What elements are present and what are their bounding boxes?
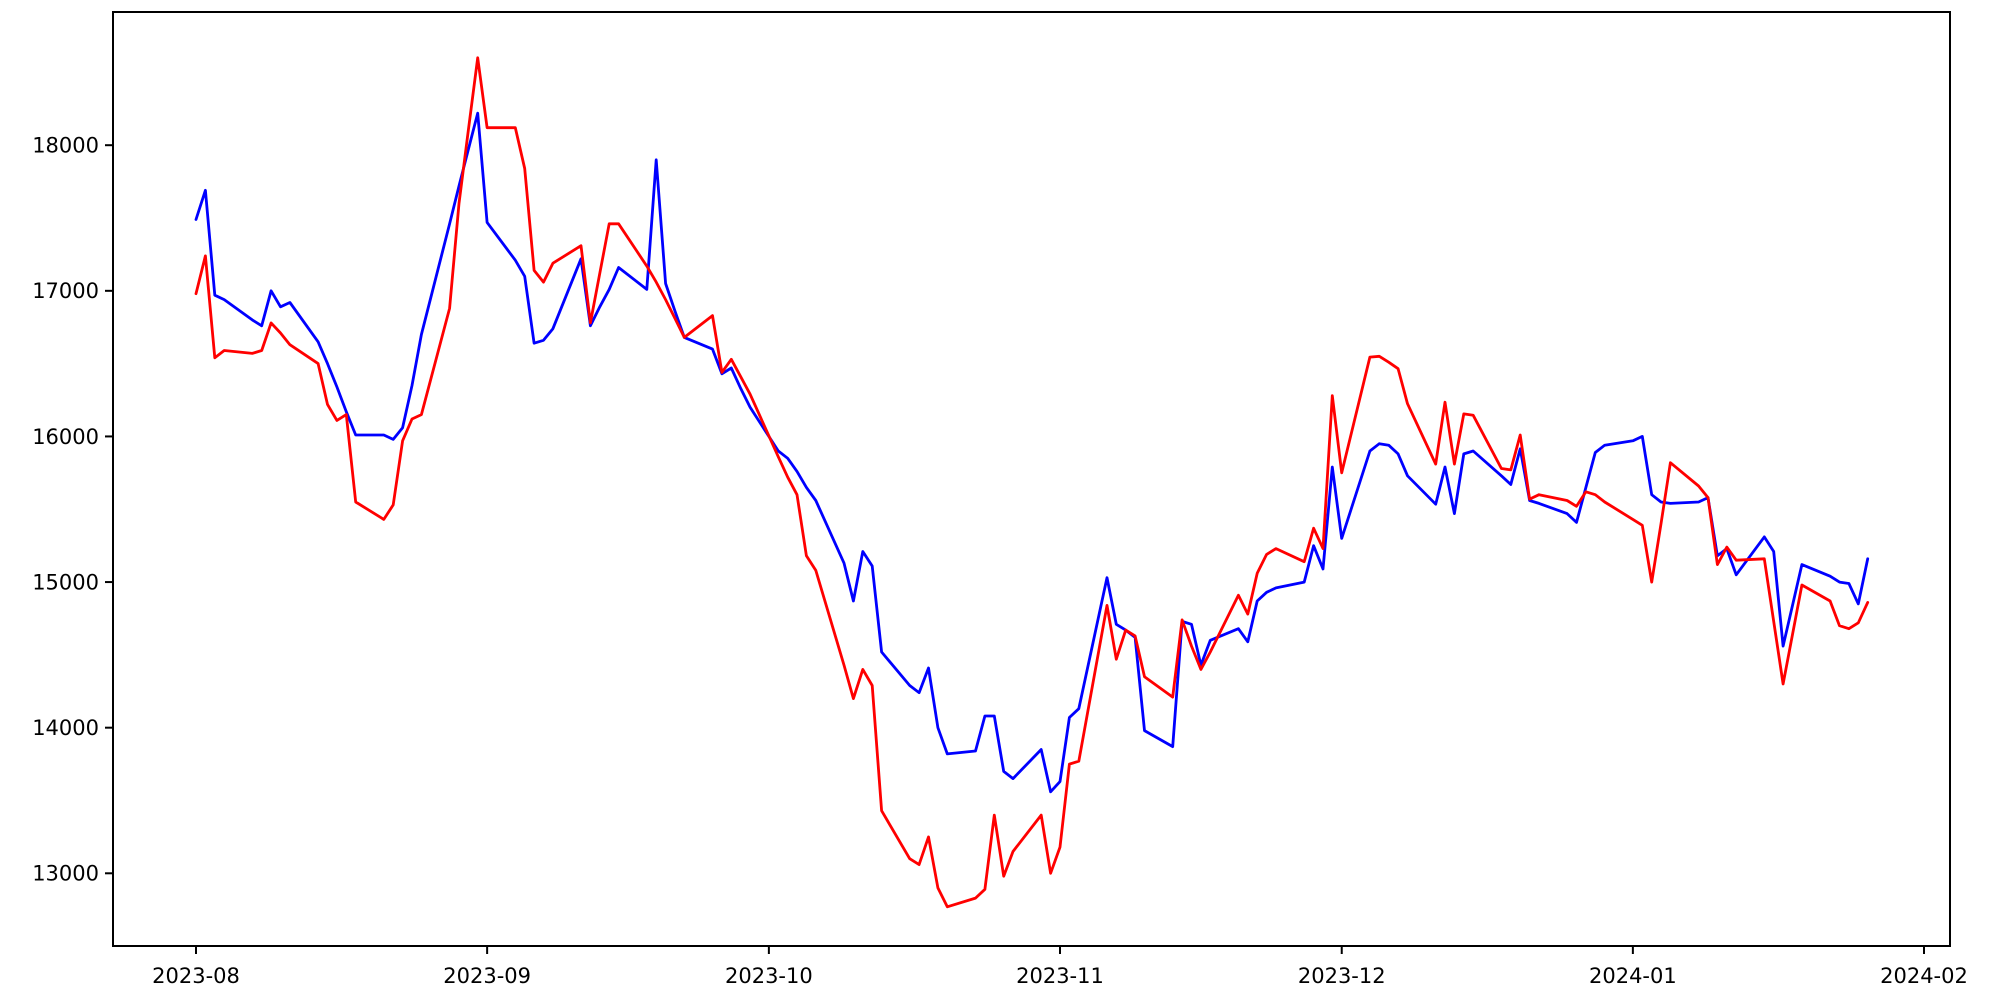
y-tick-label: 17000	[32, 279, 99, 303]
blue-series-line	[194, 111, 1870, 794]
y-tick-label: 13000	[32, 862, 99, 886]
y-tick-label: 16000	[32, 425, 99, 449]
x-tick-label: 2023-10	[725, 964, 813, 988]
x-tick-label: 2023-09	[443, 964, 531, 988]
red-series-line	[194, 56, 1870, 909]
x-tick-label: 2023-08	[152, 964, 240, 988]
x-tick-label: 2023-11	[1016, 964, 1104, 988]
plot-border	[112, 11, 1951, 947]
y-tick-label: 18000	[32, 134, 99, 158]
x-tick-label: 2024-01	[1589, 964, 1677, 988]
y-tick-label: 14000	[32, 716, 99, 740]
y-tick-label: 15000	[32, 570, 99, 594]
x-tick-label: 2024-02	[1880, 964, 1968, 988]
x-tick-label: 2023-12	[1298, 964, 1386, 988]
